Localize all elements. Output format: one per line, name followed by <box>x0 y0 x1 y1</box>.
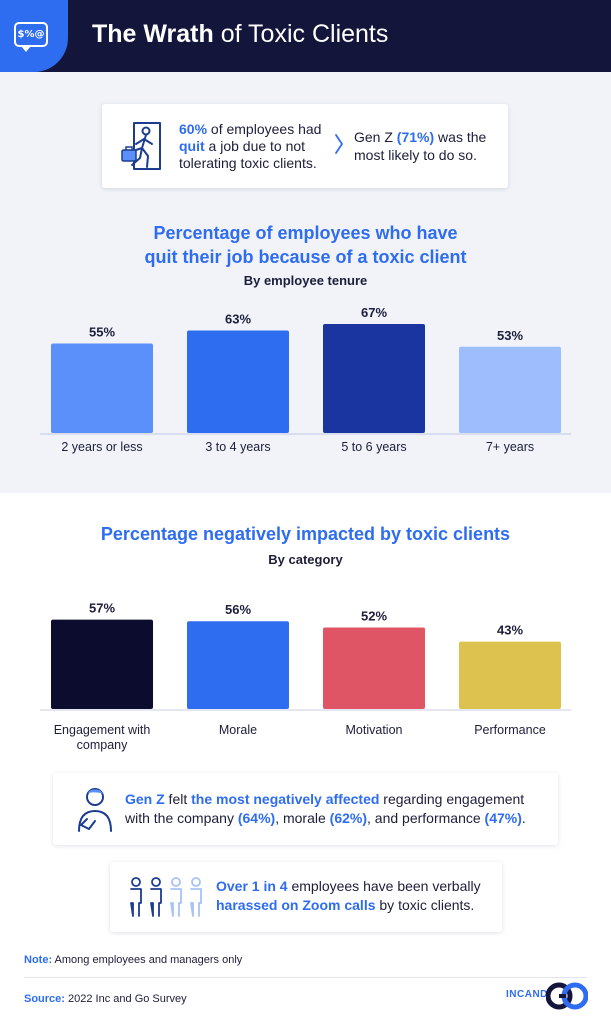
bar <box>51 343 153 433</box>
bar <box>323 324 425 433</box>
person-thinking-icon <box>78 788 112 832</box>
data-label: 56% <box>225 602 251 617</box>
data-label: 55% <box>89 325 115 340</box>
bar <box>323 627 425 709</box>
category-section <box>0 493 611 1024</box>
source-text: 2022 Inc and Go Survey <box>64 993 187 1005</box>
people-group-icon <box>130 877 202 917</box>
stat-highlight-quit: quit <box>179 138 205 154</box>
genz-impact-card: Gen Z felt the most negatively affected … <box>53 773 558 845</box>
category-label: 7+ years <box>486 440 534 454</box>
stat-text-part: a job due to not tolerating toxic client… <box>179 138 317 171</box>
stat-text-part: Gen Z <box>354 129 397 145</box>
header-bar: $%@ The Wrath of Toxic Clients <box>0 0 611 72</box>
bar <box>187 621 289 709</box>
genz-text-part: , morale <box>275 810 330 826</box>
zoom-text-part: employees have been verbally <box>287 878 481 894</box>
chart1-subtitle: By employee tenure <box>243 273 368 288</box>
genz-label: Gen Z <box>125 791 165 807</box>
category-label: 2 years or less <box>61 440 142 454</box>
title-rest: of Toxic Clients <box>213 20 389 48</box>
data-label: 43% <box>497 623 523 638</box>
quit-stat-card: 60% of employees had quit a job due to n… <box>102 104 508 188</box>
speech-bubble-icon: $%@ <box>14 22 48 52</box>
genz-engagement-percent: (64%) <box>237 810 276 826</box>
genz-quit-percent: (71%) <box>396 129 435 145</box>
stat-highlight-percent: 60% <box>179 121 208 137</box>
genz-text-part: . <box>521 810 526 826</box>
category-label: Engagement with <box>54 723 151 737</box>
note-text: Among employees and managers only <box>52 954 243 966</box>
zoom-harassment-card: Over 1 in 4 employees have been verbally… <box>110 862 502 932</box>
category-label: company <box>77 738 128 752</box>
source-line: Source: 2022 Inc and Go Survey <box>24 993 187 1005</box>
zoom-highlight: harassed on Zoom calls <box>216 897 376 913</box>
title-bold: The Wrath <box>92 20 214 48</box>
category-label: Morale <box>219 723 257 737</box>
chart2-title: Percentage negatively impacted by toxic … <box>100 524 511 544</box>
footnote: Note: Among employees and managers only <box>24 954 242 966</box>
chart2-subtitle: By category <box>268 552 343 567</box>
chart1-title: Percentage of employees who have quit the… <box>0 221 611 269</box>
brand-logo: INCAND <box>506 977 588 1015</box>
genz-morale-percent: (62%) <box>329 810 368 826</box>
data-label: 67% <box>361 305 387 320</box>
data-label: 63% <box>225 312 251 327</box>
tenure-bar-chart: 55% 2 years or less 63% 3 to 4 years 67% 5 to… <box>40 305 571 454</box>
genz-highlight: the most negatively affected <box>191 791 380 807</box>
zoom-harassment-text: Over 1 in 4 employees have been verbally… <box>216 877 496 915</box>
exit-door-icon <box>121 122 161 170</box>
bar <box>51 619 153 709</box>
zoom-ratio: Over 1 in 4 <box>216 878 288 894</box>
genz-impact-text: Gen Z felt the most negatively affected … <box>125 790 550 828</box>
bar <box>187 330 289 433</box>
genz-text-part: , and performance <box>367 810 485 826</box>
data-label: 53% <box>497 328 523 343</box>
source-label: Source: <box>24 993 65 1005</box>
bar <box>459 641 561 709</box>
quit-stat-text: 60% of employees had quit a job due to n… <box>179 121 349 172</box>
brand-text: INCAND <box>506 989 548 1000</box>
header-badge: $%@ <box>0 0 68 72</box>
stat-text-part: of employees had <box>207 121 322 137</box>
data-label: 57% <box>89 601 115 616</box>
page-title: The Wrath of Toxic Clients <box>92 20 388 49</box>
category-label: Motivation <box>346 723 403 737</box>
category-label: 5 to 6 years <box>341 440 406 454</box>
genz-text-part: felt <box>164 791 192 807</box>
genz-quit-text: Gen Z (71%) was the most likely to do so… <box>354 128 504 164</box>
note-label: Note: <box>24 954 53 966</box>
category-label: Performance <box>474 723 546 737</box>
chevron-right-icon <box>335 134 344 154</box>
zoom-text-part: by toxic clients. <box>375 897 475 913</box>
genz-text-part: regarding engagement with the company <box>125 791 525 826</box>
data-label: 52% <box>361 609 387 624</box>
go-logo-icon <box>546 982 588 1010</box>
chart1-title-line: quit their job because of a toxic client <box>144 247 467 267</box>
genz-performance-percent: (47%) <box>484 810 522 826</box>
category-label: 3 to 4 years <box>205 440 270 454</box>
footer-divider <box>24 977 587 978</box>
chart1-title-line: Percentage of employees who have <box>153 223 458 243</box>
bar <box>459 346 561 433</box>
stat-text-part: was the most likely to do so. <box>354 129 487 163</box>
